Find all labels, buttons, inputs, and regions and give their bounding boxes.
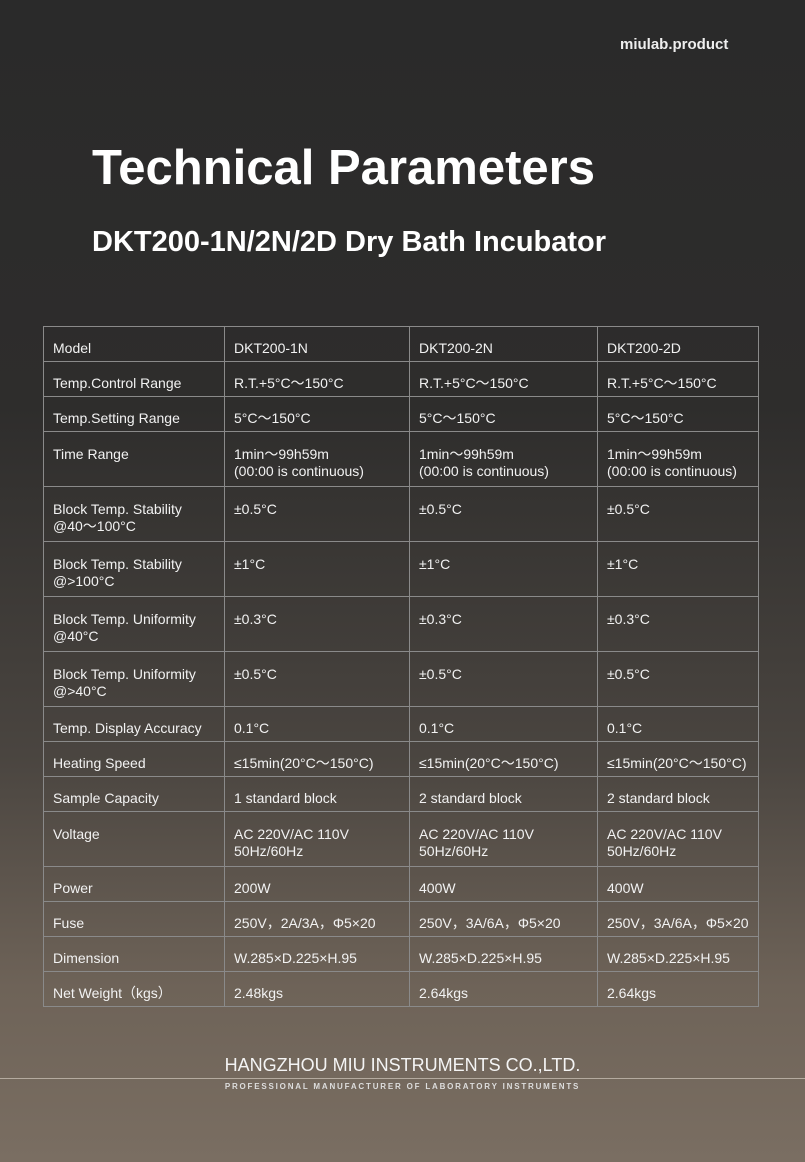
table-row: Heating Speed ≤15min(20°C～150°C) ≤15min(20… [43,741,759,777]
table-row: Sample Capacity 1 standard block 2 standar… [43,776,759,812]
parameters-table: Model DKT200-1N DKT200-2N DKT200-2D Temp.Con… [43,326,759,1007]
table-row: Block Temp. Uniformity @40°C ±0.3°C ±0.3°C… [43,596,759,652]
cell-value: 5°C～150°C [597,396,759,432]
cell-value: ±1°C [597,541,759,597]
cell-value: 1min～99h59m (00:00 is continuous) [409,431,598,487]
brand-label: miulab.product [620,36,729,53]
cell-value: 2.64kgs [409,971,598,1007]
row-label: Voltage [43,811,225,867]
cell-value: 2.48kgs [224,971,410,1007]
cell-value: ±0.5°C [224,486,410,542]
row-label: Net Weight（kgs） [43,971,225,1007]
cell-value: DKT200-2D [597,326,759,362]
cell-value: 400W [409,866,598,902]
table-row: Temp.Setting Range 5°C～150°C 5°C～150°C 5°C～… [43,396,759,432]
cell-value: ±0.5°C [597,486,759,542]
cell-value: 2 standard block [597,776,759,812]
row-label: Block Temp. Stability @>100°C [43,541,225,597]
page-subtitle: DKT200-1N/2N/2D Dry Bath Incubator [92,226,607,258]
cell-value: 5°C～150°C [409,396,598,432]
cell-value: R.T.+5°C～150°C [597,361,759,397]
cell-value: DKT200-2N [409,326,598,362]
page-title: Technical Parameters [92,141,595,195]
cell-value: AC 220V/AC 110V 50Hz/60Hz [597,811,759,867]
cell-value: ±0.3°C [597,596,759,652]
table-row: Voltage AC 220V/AC 110V 50Hz/60Hz AC 220V/… [43,811,759,867]
cell-value: 2.64kgs [597,971,759,1007]
cell-value: ±1°C [224,541,410,597]
row-label: Time Range [43,431,225,487]
row-label: Fuse [43,901,225,937]
cell-value: AC 220V/AC 110V 50Hz/60Hz [224,811,410,867]
row-label: Dimension [43,936,225,972]
cell-value: ±0.5°C [224,651,410,707]
cell-value: W.285×D.225×H.95 [597,936,759,972]
table-row: Block Temp. Uniformity @>40°C ±0.5°C ±0.5°… [43,651,759,707]
cell-value: 0.1°C [409,706,598,742]
row-label: Temp.Control Range [43,361,225,397]
cell-value: 5°C～150°C [224,396,410,432]
cell-value: 0.1°C [597,706,759,742]
table-row: Power 200W 400W 400W [43,866,759,902]
divider [0,1078,805,1079]
table-row: Temp. Display Accuracy 0.1°C 0.1°C 0.1°C [43,706,759,742]
row-label: Sample Capacity [43,776,225,812]
table-row: Dimension W.285×D.225×H.95 W.285×D.225×H.9… [43,936,759,972]
row-label: Power [43,866,225,902]
table-row: Fuse 250V，2A/3A，Φ5×20 250V，3A/6A，Φ5×20 250V… [43,901,759,937]
cell-value: 2 standard block [409,776,598,812]
cell-value: 1min～99h59m (00:00 is continuous) [597,431,759,487]
table-row: Temp.Control Range R.T.+5°C～150°C R.T.+5°C… [43,361,759,397]
cell-value: 250V，3A/6A，Φ5×20 [409,901,598,937]
table-row: Time Range 1min～99h59m (00:00 is continuo… [43,431,759,487]
row-label: Model [43,326,225,362]
cell-value: 250V，3A/6A，Φ5×20 [597,901,759,937]
row-label: Temp.Setting Range [43,396,225,432]
cell-value: R.T.+5°C～150°C [224,361,410,397]
row-label: Block Temp. Uniformity @>40°C [43,651,225,707]
cell-value: 0.1°C [224,706,410,742]
cell-value: ±0.3°C [224,596,410,652]
row-label: Heating Speed [43,741,225,777]
cell-value: ≤15min(20°C～150°C) [409,741,598,777]
table-row: Model DKT200-1N DKT200-2N DKT200-2D [43,326,759,362]
table-row: Block Temp. Stability @40～100°C ±0.5°C ±0.… [43,486,759,542]
cell-value: ±1°C [409,541,598,597]
table-row: Block Temp. Stability @>100°C ±1°C ±1°C ±1°… [43,541,759,597]
cell-value: ≤15min(20°C～150°C) [224,741,410,777]
cell-value: 1min～99h59m (00:00 is continuous) [224,431,410,487]
cell-value: ±0.5°C [597,651,759,707]
cell-value: 1 standard block [224,776,410,812]
cell-value: ±0.3°C [409,596,598,652]
cell-value: W.285×D.225×H.95 [224,936,410,972]
cell-value: 250V，2A/3A，Φ5×20 [224,901,410,937]
cell-value: 200W [224,866,410,902]
cell-value: 400W [597,866,759,902]
cell-value: DKT200-1N [224,326,410,362]
cell-value: R.T.+5°C～150°C [409,361,598,397]
row-label: Block Temp. Stability @40～100°C [43,486,225,542]
company-tagline: PROFESSIONAL MANUFACTURER OF LABORATORY … [224,1082,581,1091]
table-row: Net Weight（kgs） 2.48kgs 2.64kgs 2.64kgs [43,971,759,1007]
row-label: Temp. Display Accuracy [43,706,225,742]
cell-value: W.285×D.225×H.95 [409,936,598,972]
cell-value: ±0.5°C [409,651,598,707]
cell-value: ±0.5°C [409,486,598,542]
company-name: HANGZHOU MIU INSTRUMENTS CO.,LTD. [224,1055,581,1075]
cell-value: AC 220V/AC 110V 50Hz/60Hz [409,811,598,867]
row-label: Block Temp. Uniformity @40°C [43,596,225,652]
cell-value: ≤15min(20°C～150°C) [597,741,759,777]
